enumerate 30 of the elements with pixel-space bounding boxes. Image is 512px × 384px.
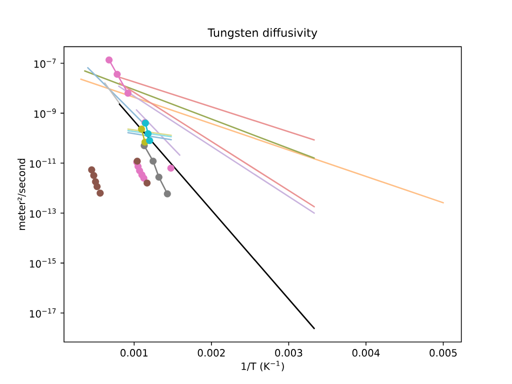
point bbox=[155, 174, 162, 181]
point bbox=[144, 179, 151, 187]
x-tick-label: 0.004 bbox=[352, 349, 380, 357]
point bbox=[90, 172, 98, 180]
x-tick-label: 0.005 bbox=[430, 349, 457, 357]
x-tick-label: 0.003 bbox=[275, 349, 302, 357]
y-tick-label: 10$^{−17}$ bbox=[30, 308, 56, 318]
chart-title: Tungsten diffusivity bbox=[208, 28, 318, 40]
point bbox=[164, 190, 171, 198]
point bbox=[144, 130, 152, 138]
y-tick-label: 10$^{−11}$ bbox=[30, 158, 56, 168]
x-tick-label: 0.001 bbox=[120, 349, 148, 357]
y-tick-label: 10$^{−15}$ bbox=[30, 258, 56, 268]
x-tick-label: 0.002 bbox=[198, 349, 225, 357]
y-tick-label: 10$^{−7}$ bbox=[34, 58, 56, 68]
point bbox=[150, 158, 157, 165]
point bbox=[140, 174, 148, 182]
point bbox=[138, 126, 146, 133]
x-axis-title: 1/T (K$^{−1}$) bbox=[242, 360, 284, 372]
point bbox=[94, 183, 101, 190]
y-axis-title: meter²/second bbox=[17, 158, 26, 230]
point bbox=[88, 166, 96, 174]
point bbox=[167, 164, 174, 172]
point bbox=[124, 90, 132, 97]
point bbox=[146, 137, 154, 144]
point bbox=[106, 56, 113, 64]
y-tick-label: 10$^{−9}$ bbox=[34, 108, 56, 118]
y-tick-label: 10$^{−13}$ bbox=[30, 208, 56, 218]
point bbox=[96, 190, 104, 197]
point bbox=[114, 70, 121, 78]
